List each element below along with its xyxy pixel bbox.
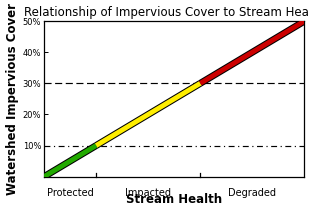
Y-axis label: Watershed Impervious Cover: Watershed Impervious Cover bbox=[6, 3, 19, 195]
Text: Degraded: Degraded bbox=[228, 188, 277, 198]
Title: Relationship of Impervious Cover to Stream Health: Relationship of Impervious Cover to Stre… bbox=[24, 6, 310, 19]
Text: Protected: Protected bbox=[47, 188, 94, 198]
X-axis label: Stream Health: Stream Health bbox=[126, 193, 222, 206]
Text: Impacted: Impacted bbox=[125, 188, 171, 198]
